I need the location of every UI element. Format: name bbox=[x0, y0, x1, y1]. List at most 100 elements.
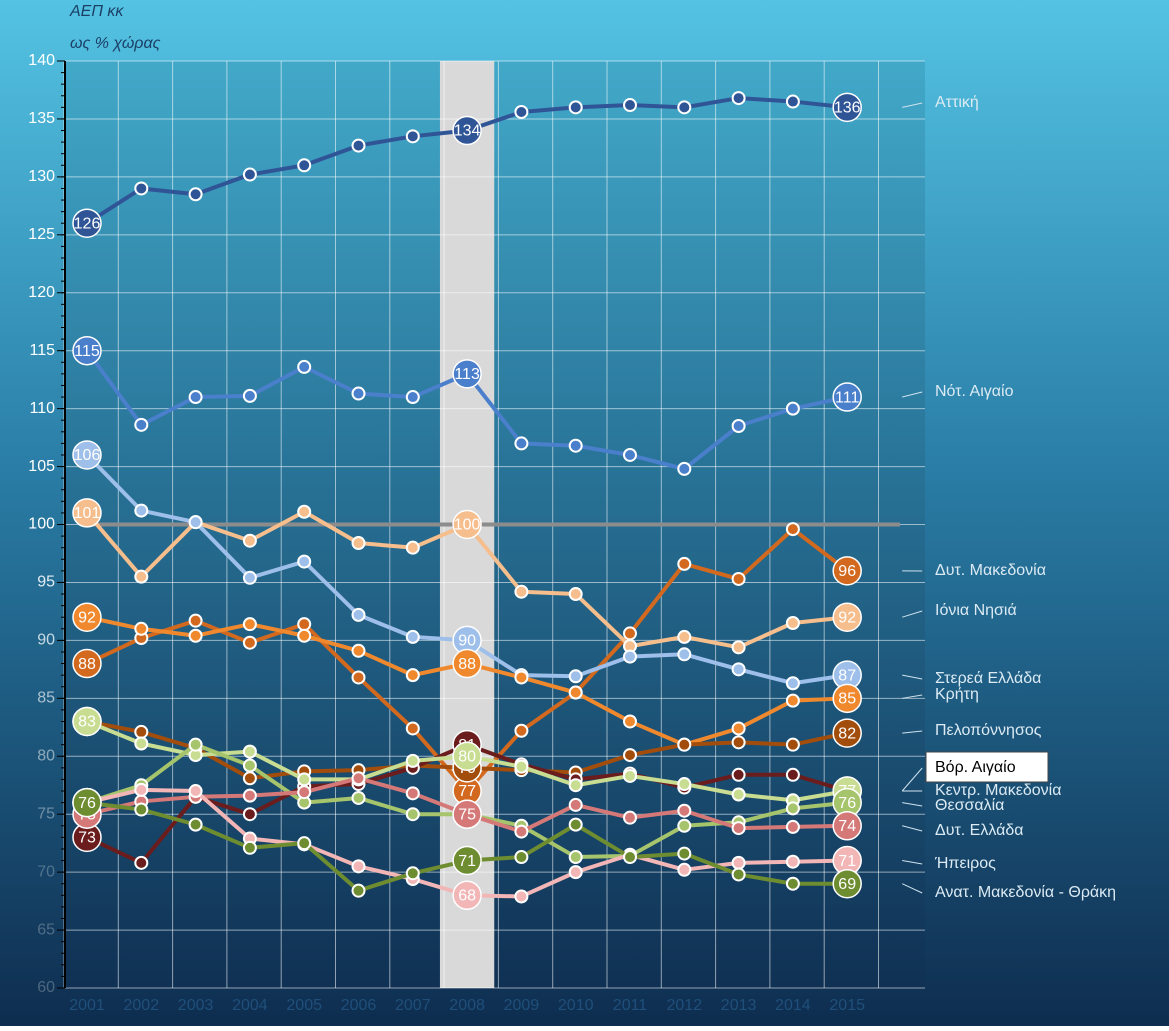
y-tick-label: 110 bbox=[29, 400, 55, 417]
point bbox=[678, 558, 690, 570]
data-label: 83 bbox=[78, 714, 96, 731]
legend-label: Ήπειρος bbox=[934, 855, 996, 872]
point bbox=[190, 785, 202, 797]
point bbox=[298, 556, 310, 568]
point bbox=[135, 726, 147, 738]
point bbox=[787, 821, 799, 833]
legend-label: Ιόνια Νησιά bbox=[935, 602, 1017, 619]
data-label: 134 bbox=[454, 123, 481, 140]
point bbox=[733, 857, 745, 869]
point bbox=[298, 618, 310, 630]
data-label: 92 bbox=[78, 609, 96, 626]
point bbox=[353, 388, 365, 400]
x-tick-label: 2010 bbox=[558, 997, 594, 1014]
legend-label: Κρήτη bbox=[935, 686, 979, 703]
data-label: 73 bbox=[78, 830, 96, 847]
point bbox=[353, 671, 365, 683]
point bbox=[678, 805, 690, 817]
data-label: 136 bbox=[834, 100, 861, 117]
point bbox=[244, 808, 256, 820]
legend-label: Βόρ. Αιγαίο bbox=[935, 759, 1016, 776]
point bbox=[733, 769, 745, 781]
point bbox=[244, 618, 256, 630]
y-tick-label: 70 bbox=[37, 863, 55, 880]
point bbox=[244, 760, 256, 772]
legend-label: Πελοπόννησος bbox=[935, 722, 1042, 739]
data-label: 88 bbox=[458, 656, 476, 673]
point bbox=[244, 772, 256, 784]
y-tick-label: 60 bbox=[37, 979, 55, 996]
point bbox=[407, 542, 419, 554]
point bbox=[190, 630, 202, 642]
x-tick-label: 2015 bbox=[829, 997, 865, 1014]
point bbox=[515, 671, 527, 683]
data-label: 96 bbox=[838, 563, 856, 580]
point bbox=[135, 857, 147, 869]
data-label: 74 bbox=[838, 818, 856, 835]
point bbox=[135, 804, 147, 816]
point bbox=[244, 390, 256, 402]
point bbox=[298, 361, 310, 373]
point bbox=[353, 140, 365, 152]
data-label: 76 bbox=[838, 795, 856, 812]
legend-label: Θεσσαλία bbox=[935, 797, 1004, 814]
point bbox=[298, 786, 310, 798]
point bbox=[190, 739, 202, 751]
point bbox=[407, 669, 419, 681]
data-label: 85 bbox=[838, 691, 856, 708]
point bbox=[570, 799, 582, 811]
point bbox=[624, 749, 636, 761]
data-label: 115 bbox=[74, 343, 100, 360]
point bbox=[787, 769, 799, 781]
point bbox=[787, 878, 799, 890]
point bbox=[733, 663, 745, 675]
data-label: 69 bbox=[838, 876, 856, 893]
point bbox=[353, 645, 365, 657]
y-tick-label: 100 bbox=[28, 516, 55, 533]
x-tick-label: 2011 bbox=[613, 997, 648, 1014]
point bbox=[244, 746, 256, 758]
point bbox=[407, 722, 419, 734]
point bbox=[787, 695, 799, 707]
point bbox=[678, 778, 690, 790]
y-tick-label: 115 bbox=[29, 342, 55, 359]
point bbox=[570, 588, 582, 600]
point bbox=[298, 630, 310, 642]
point bbox=[624, 627, 636, 639]
point bbox=[407, 631, 419, 643]
point bbox=[733, 736, 745, 748]
point bbox=[624, 715, 636, 727]
point bbox=[515, 725, 527, 737]
point bbox=[353, 885, 365, 897]
point bbox=[515, 586, 527, 598]
point bbox=[244, 637, 256, 649]
point bbox=[678, 648, 690, 660]
point bbox=[353, 860, 365, 872]
point bbox=[787, 96, 799, 108]
point bbox=[570, 851, 582, 863]
x-tick-label: 2014 bbox=[775, 997, 811, 1014]
x-tick-label: 2012 bbox=[667, 997, 703, 1014]
y-tick-label: 135 bbox=[28, 110, 55, 127]
point bbox=[407, 808, 419, 820]
point bbox=[733, 420, 745, 432]
data-label: 80 bbox=[458, 748, 476, 765]
point bbox=[135, 784, 147, 796]
data-label: 90 bbox=[458, 633, 476, 650]
legend-label: Δυτ. Μακεδονία bbox=[935, 562, 1046, 579]
point bbox=[787, 523, 799, 535]
point bbox=[353, 772, 365, 784]
x-tick-label: 2002 bbox=[124, 997, 160, 1014]
point bbox=[190, 188, 202, 200]
legend-label: Αττική bbox=[935, 94, 979, 111]
x-tick-label: 2003 bbox=[178, 997, 214, 1014]
point bbox=[244, 842, 256, 854]
y-tick-label: 120 bbox=[28, 284, 55, 301]
point bbox=[624, 449, 636, 461]
y-tick-label: 65 bbox=[37, 921, 55, 938]
point bbox=[570, 440, 582, 452]
point bbox=[733, 868, 745, 880]
data-label: 113 bbox=[454, 366, 480, 383]
point bbox=[787, 677, 799, 689]
